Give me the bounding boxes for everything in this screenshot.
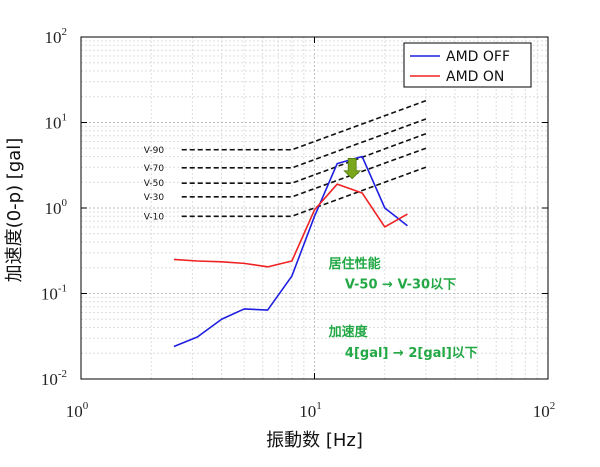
reference-curve-v-70 — [181, 118, 427, 169]
arrow-marker — [343, 158, 362, 180]
grid — [81, 37, 548, 379]
reference-curve-v-30 — [181, 147, 427, 198]
x-tick-label: 102 — [533, 400, 556, 421]
reference-curve-label: V-70 — [144, 164, 165, 174]
reference-curve-v-90 — [181, 99, 427, 151]
series-lines — [173, 155, 408, 348]
reference-curves: V-90 V-70 V-50 V-30 V-10 — [144, 99, 427, 222]
x-tick-label: 100 — [66, 400, 89, 421]
reference-curve-label: V-50 — [144, 179, 165, 189]
x-axis-label: 振動数 [Hz] — [266, 430, 363, 451]
series-line-amd-on — [173, 183, 408, 268]
y-tick-label: 102 — [45, 26, 68, 47]
tick-labels: 100 101 102 10-2 10-1 100 101 102 — [41, 26, 555, 421]
y-tick-label: 10-2 — [41, 368, 67, 389]
y-tick-label: 100 — [45, 197, 68, 218]
y-axis-label: 加速度(0-p) [gal] — [4, 138, 25, 283]
series-line-amd-off — [173, 155, 408, 348]
reference-curve-label: V-30 — [144, 193, 165, 203]
y-tick-label: 10-1 — [41, 283, 67, 304]
legend-entry: AMD ON — [446, 69, 504, 85]
annotation-text: V-50 → V-30以下 — [345, 277, 456, 292]
x-tick-label: 101 — [299, 400, 322, 421]
reference-curve-v-50 — [181, 132, 427, 185]
annotation-text: 4[gal] → 2[gal]以下 — [345, 346, 478, 361]
plot-frame — [80, 36, 549, 380]
legend-entry: AMD OFF — [446, 49, 510, 65]
down-arrow-icon — [343, 158, 362, 180]
annotation-text: 居住性能 — [329, 256, 381, 272]
reference-curve-v-10 — [181, 166, 427, 218]
reference-curve-label: V-90 — [144, 146, 165, 156]
legend-box — [403, 42, 532, 88]
y-tick-label: 101 — [45, 112, 68, 133]
reference-curve-label: V-10 — [144, 212, 165, 222]
annotation-text: 加速度 — [328, 324, 369, 340]
legend: AMD OFF AMD ON — [403, 42, 532, 88]
